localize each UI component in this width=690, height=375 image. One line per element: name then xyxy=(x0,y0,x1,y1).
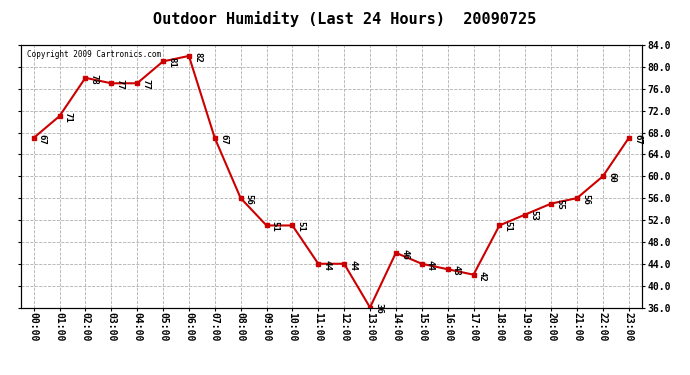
Text: 56: 56 xyxy=(581,194,590,205)
Text: 78: 78 xyxy=(90,74,99,84)
Text: 67: 67 xyxy=(219,134,228,144)
Text: 53: 53 xyxy=(529,210,538,221)
Text: 44: 44 xyxy=(322,260,331,270)
Text: Copyright 2009 Cartronics.com: Copyright 2009 Cartronics.com xyxy=(27,50,161,59)
Text: 44: 44 xyxy=(348,260,357,270)
Text: 56: 56 xyxy=(245,194,254,205)
Text: 81: 81 xyxy=(167,57,176,68)
Text: 67: 67 xyxy=(633,134,642,144)
Text: 77: 77 xyxy=(141,79,150,90)
Text: 44: 44 xyxy=(426,260,435,270)
Text: 46: 46 xyxy=(400,249,409,259)
Text: 51: 51 xyxy=(504,221,513,232)
Text: 51: 51 xyxy=(270,221,279,232)
Text: 67: 67 xyxy=(38,134,47,144)
Text: 77: 77 xyxy=(115,79,124,90)
Text: 55: 55 xyxy=(555,200,564,210)
Text: 71: 71 xyxy=(63,112,72,123)
Text: Outdoor Humidity (Last 24 Hours)  20090725: Outdoor Humidity (Last 24 Hours) 2009072… xyxy=(153,11,537,27)
Text: 82: 82 xyxy=(193,52,202,63)
Text: 60: 60 xyxy=(607,172,616,183)
Text: 43: 43 xyxy=(452,265,461,276)
Text: 51: 51 xyxy=(297,221,306,232)
Text: 36: 36 xyxy=(374,303,383,314)
Text: 42: 42 xyxy=(477,270,486,281)
